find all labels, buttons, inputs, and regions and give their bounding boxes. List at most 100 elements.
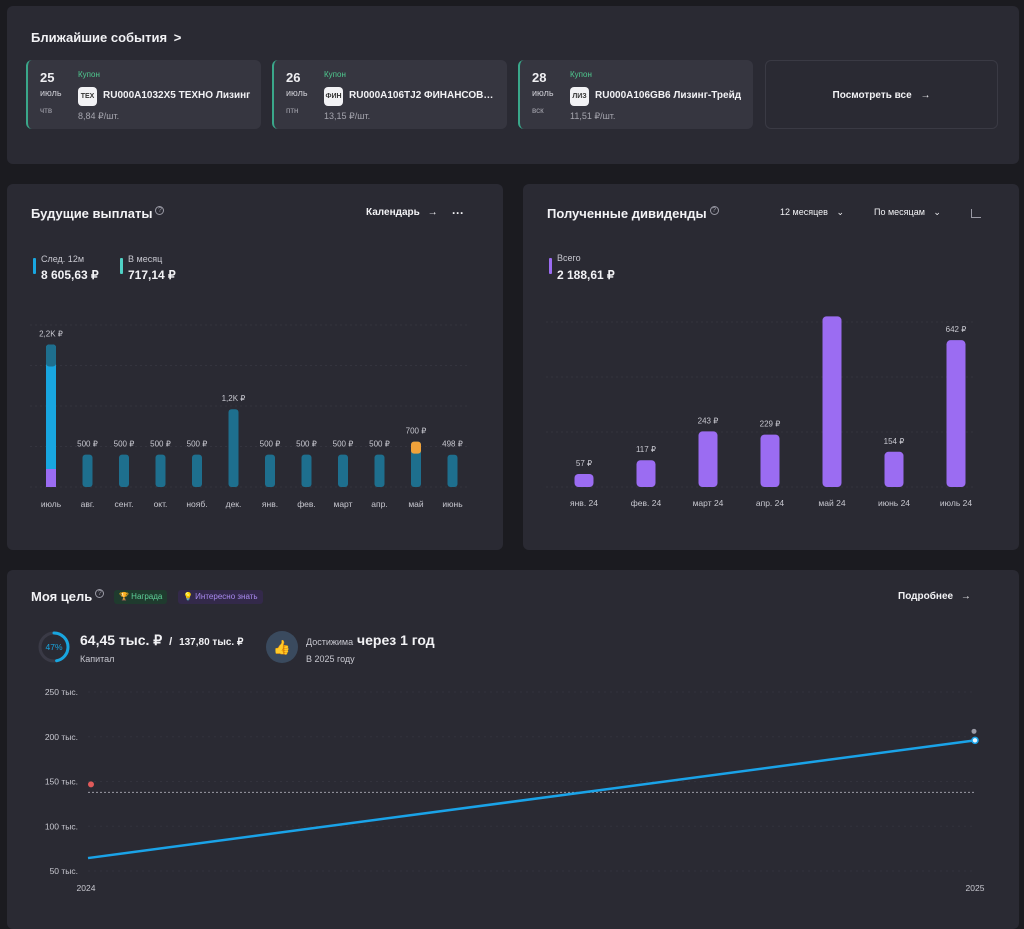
event-item[interactable]: 28 июль вск Купон ЛИЗ RU000A106GB6 Лизин… (518, 60, 753, 129)
x-tick-label: март (333, 499, 352, 509)
grouping-select[interactable]: По месяцам ⌄ (874, 207, 941, 217)
bar (374, 454, 385, 487)
bar (82, 454, 93, 487)
x-tick-label: нояб. (186, 499, 207, 509)
bar (301, 454, 312, 487)
data-label: 1,2K ₽ (222, 394, 246, 403)
event-bond-name: RU000A1032X5 ТЕХНО Лизинг (103, 90, 251, 101)
data-label: 498 ₽ (442, 440, 463, 449)
next12-value: 8 605,63 ₽ (41, 268, 99, 282)
legend-marker (549, 258, 552, 274)
x-tick-label: сент. (115, 499, 134, 509)
total-label: Всего (557, 253, 581, 263)
details-button[interactable]: Подробнее → (898, 591, 971, 602)
event-weekday: вск (532, 106, 544, 115)
event-item[interactable]: 26 июль птн Купон ФИН RU000A106TJ2 ФИНАН… (272, 60, 507, 129)
help-icon[interactable]: ? (155, 206, 165, 215)
data-label: 500 ₽ (187, 440, 208, 449)
event-bond-name: RU000A106GB6 Лизинг-Трейд (595, 90, 742, 101)
bar-segment (46, 469, 56, 487)
help-icon[interactable]: ? (709, 206, 719, 215)
x-tick-label: дек. (226, 499, 242, 509)
data-label: 500 ₽ (77, 440, 98, 449)
x-tick-label: июнь (442, 499, 463, 509)
event-kind: Купон (570, 70, 592, 79)
help-icon[interactable]: ? (95, 589, 105, 598)
bar-segment (46, 344, 56, 367)
end-marker (971, 728, 977, 734)
target-marker (88, 781, 94, 788)
y-tick-label: 200 тыс. (45, 732, 78, 742)
event-price: 13,15 ₽/шт. (324, 111, 371, 121)
goal-chart: 250 тыс. 200 тыс. 150 тыс. 100 тыс. 50 тыс. 2… (45, 687, 985, 893)
data-label: 500 ₽ (333, 440, 354, 449)
arrow-right-icon: → (960, 591, 971, 602)
events-title[interactable]: Ближайшие события > (31, 30, 182, 45)
x-tick-label: окт. (154, 499, 168, 509)
data-label: 243 ₽ (698, 416, 719, 425)
y-tick-label: 250 тыс. (45, 687, 78, 697)
progress-ring: 47% (38, 631, 70, 663)
x-tick-label: июль (41, 499, 62, 509)
y-tick-label: 150 тыс. (45, 777, 78, 787)
x-tick-label: июль 24 (940, 498, 972, 508)
per-month-label: В месяц (128, 254, 163, 264)
legend-marker (33, 258, 36, 274)
series-line (87, 739, 976, 860)
bar (46, 344, 56, 487)
data-label: 500 ₽ (369, 440, 390, 449)
dividends-title: Полученные дивиденды? (547, 206, 719, 221)
goal-card (7, 570, 1019, 929)
event-bond-name: RU000A106TJ2 ФИНАНСОВЫЕ (349, 90, 499, 101)
bar (447, 454, 458, 487)
bar (698, 431, 718, 487)
more-options-icon[interactable]: ··· (452, 206, 464, 220)
bar (822, 316, 842, 487)
reach-text: Достижима через 1 год (306, 632, 435, 648)
data-label: 500 ₽ (260, 440, 281, 449)
bar-segment (411, 441, 421, 454)
dividends-card (523, 184, 1019, 550)
data-label: 500 ₽ (150, 440, 171, 449)
x-tick-label: апр. 24 (756, 498, 785, 508)
event-month: июль (286, 88, 308, 98)
chevron-right-icon: > (173, 30, 182, 45)
reward-tag[interactable]: 🏆 Награда (114, 590, 168, 604)
period-select[interactable]: 12 месяцев ⌄ (780, 207, 844, 217)
issuer-logo-icon: ФИН (324, 87, 343, 106)
event-day: 25 (40, 70, 55, 85)
y-tick-label: 50 тыс. (50, 866, 78, 876)
arrow-right-icon: → (920, 90, 931, 101)
event-price: 8,84 ₽/шт. (78, 111, 120, 121)
calendar-button[interactable]: Календарь → (366, 207, 438, 218)
chevron-down-icon: ⌄ (836, 207, 844, 217)
bar (119, 454, 129, 487)
x-tick-label: июнь 24 (878, 498, 910, 508)
capital-value: 64,45 тыс. ₽ / 137,80 тыс. ₽ (80, 632, 244, 648)
bar (338, 454, 348, 487)
series-endpoint (971, 736, 979, 745)
next12-label: След. 12м (41, 254, 85, 264)
thumbs-up-icon: 👍 (266, 631, 298, 663)
data-label: 700 ₽ (406, 427, 427, 436)
x-tick-label: фев. 24 (631, 498, 662, 508)
event-item[interactable]: 25 июль чтв Купон ТЕХ RU000A1032X5 ТЕХНО… (26, 60, 261, 129)
x-tick-label: апр. (371, 499, 387, 509)
per-month-value: 717,14 ₽ (128, 268, 176, 282)
bar-chart-icon[interactable] (971, 209, 981, 218)
capital-label: Капитал (80, 654, 115, 664)
x-tick-label: 2025 (966, 883, 985, 893)
event-weekday: чтв (40, 106, 53, 115)
total-value: 2 188,61 ₽ (557, 268, 615, 282)
x-tick-label: март 24 (693, 498, 724, 508)
issuer-logo-icon: ЛИЗ (570, 87, 589, 106)
view-all-button[interactable]: Посмотреть все → (765, 60, 998, 129)
event-day: 26 (286, 70, 301, 85)
reach-subtitle: В 2025 году (306, 654, 355, 664)
bar (265, 454, 275, 487)
x-tick-label: янв. 24 (570, 498, 598, 508)
data-label: 154 ₽ (884, 437, 905, 446)
x-tick-label: май (408, 499, 424, 509)
legend-marker (120, 258, 123, 274)
info-tag[interactable]: 💡 Интересно знать (178, 590, 263, 604)
